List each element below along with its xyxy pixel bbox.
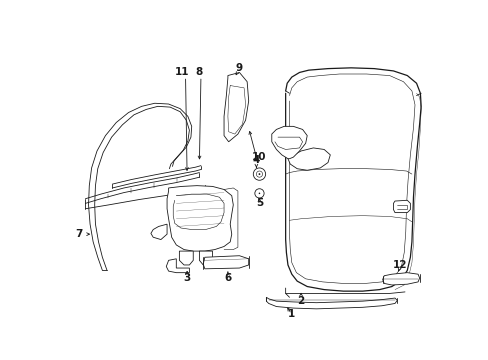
Text: 10: 10 — [251, 152, 265, 162]
Polygon shape — [393, 200, 409, 213]
Polygon shape — [166, 259, 189, 273]
Text: 6: 6 — [224, 273, 231, 283]
Polygon shape — [179, 251, 193, 265]
Text: 12: 12 — [391, 260, 406, 270]
Text: 9: 9 — [235, 63, 243, 73]
Text: 8: 8 — [195, 67, 203, 77]
Circle shape — [258, 173, 260, 175]
Polygon shape — [167, 186, 233, 251]
Polygon shape — [151, 224, 167, 239]
Polygon shape — [382, 273, 419, 285]
Text: 2: 2 — [297, 296, 304, 306]
Text: 7: 7 — [76, 229, 83, 239]
Text: 3: 3 — [183, 273, 190, 283]
Text: 1: 1 — [287, 309, 295, 319]
Polygon shape — [224, 72, 248, 142]
Polygon shape — [266, 297, 396, 309]
Polygon shape — [271, 126, 306, 159]
Text: 4: 4 — [252, 155, 260, 165]
Polygon shape — [199, 251, 212, 265]
Polygon shape — [203, 256, 248, 269]
Circle shape — [258, 193, 260, 194]
Text: 11: 11 — [174, 67, 188, 77]
Polygon shape — [287, 148, 329, 170]
Text: 5: 5 — [255, 198, 263, 208]
